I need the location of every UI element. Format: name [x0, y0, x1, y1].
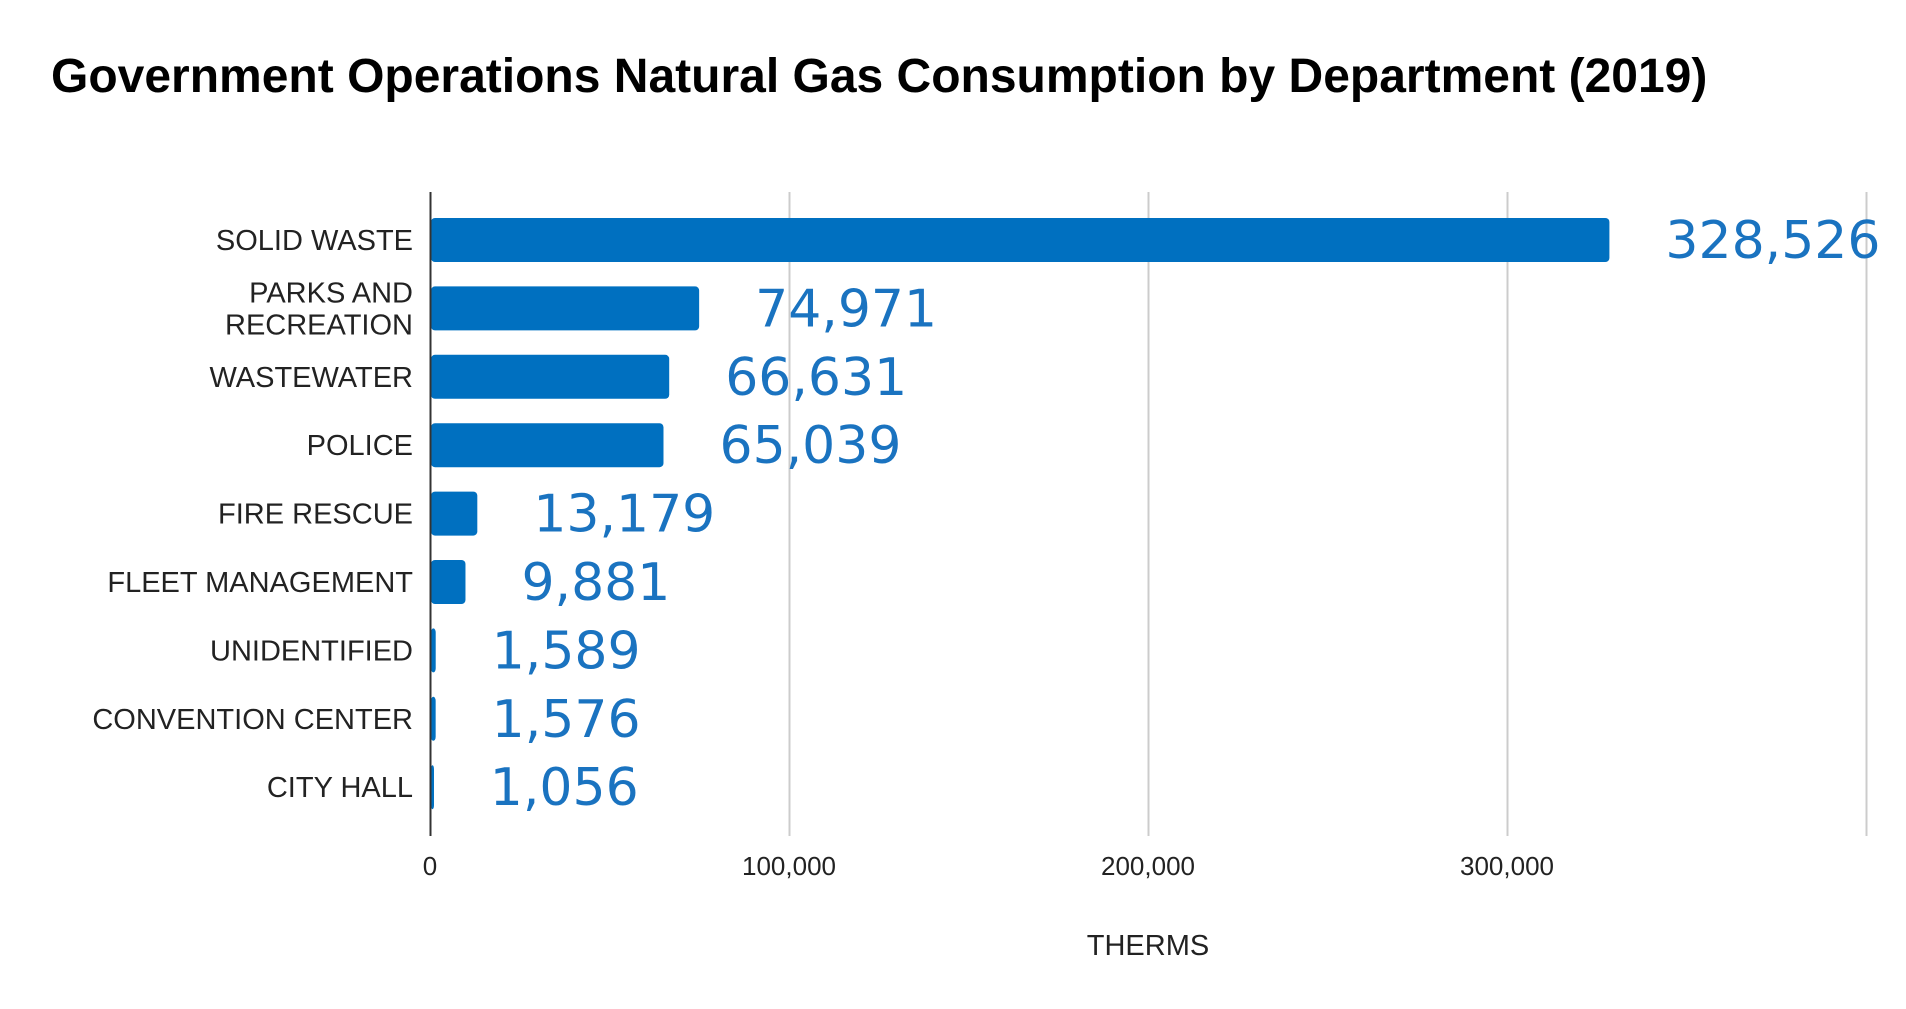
bar — [431, 560, 466, 604]
x-tick-label: 300,000 — [1460, 851, 1554, 881]
bar — [431, 354, 670, 399]
bars — [431, 218, 1610, 810]
gridlines — [788, 192, 1868, 836]
tick-labels: 0 100,000 200,000 300,000 — [423, 851, 1554, 881]
bar — [431, 286, 700, 331]
data-label: 13,179 — [533, 485, 715, 545]
data-label: 66,631 — [725, 348, 907, 408]
data-label: 65,039 — [719, 416, 901, 476]
category-labels: SOLID WASTE PARKS AND RECREATION WASTEWATER… — [92, 225, 413, 804]
category-label: PARKS AND RECREATION — [225, 277, 413, 341]
bar — [431, 765, 434, 810]
data-label: 1,589 — [492, 621, 641, 681]
bar — [431, 491, 478, 536]
data-label: 1,056 — [490, 758, 639, 818]
data-label: 1,576 — [492, 690, 641, 750]
category-label: UNIDENTIFIED — [210, 635, 413, 667]
bar — [431, 696, 436, 741]
x-tick-label: 0 — [423, 851, 437, 881]
x-tick-label: 100,000 — [742, 851, 836, 881]
data-label: 9,881 — [521, 553, 670, 613]
category-label: CITY HALL — [267, 772, 413, 804]
bar — [431, 423, 664, 468]
x-tick-label: 200,000 — [1101, 851, 1195, 881]
category-label: POLICE — [307, 430, 413, 462]
data-label: 328,526 — [1665, 211, 1880, 271]
category-label: WASTEWATER — [209, 362, 413, 394]
x-axis-title: THERMS — [1087, 930, 1209, 962]
data-label: 74,971 — [755, 279, 937, 339]
chart-title: Government Operations Natural Gas Consum… — [51, 50, 1708, 103]
category-label: CONVENTION CENTER — [92, 704, 413, 736]
bar — [431, 218, 1610, 262]
bar — [431, 628, 436, 673]
category-label: SOLID WASTE — [216, 225, 413, 257]
category-label: FIRE RESCUE — [218, 499, 413, 531]
category-label: FLEET MANAGEMENT — [107, 567, 413, 599]
